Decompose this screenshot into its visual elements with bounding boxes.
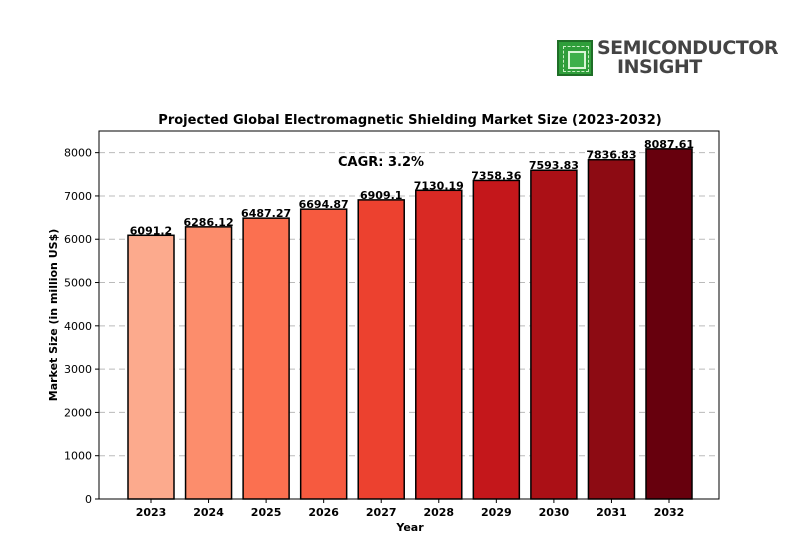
value-label-2023: 6091.2 xyxy=(130,224,172,237)
x-tick-label-2027: 2027 xyxy=(366,506,397,519)
value-label-2032: 8087.61 xyxy=(644,138,694,151)
bar-2025 xyxy=(242,217,290,500)
y-tick-label-6000: 6000 xyxy=(64,233,92,246)
x-tick-label-2030: 2030 xyxy=(539,506,570,519)
bar-2029 xyxy=(472,179,521,500)
y-tick-label-5000: 5000 xyxy=(64,277,92,290)
plot-area-frame xyxy=(98,130,720,500)
x-tick-label-2024: 2024 xyxy=(193,506,224,519)
x-tick-label-2029: 2029 xyxy=(481,506,512,519)
value-label-2030: 7593.83 xyxy=(529,159,579,172)
y-tick-label-1000: 1000 xyxy=(64,450,92,463)
bar-2027 xyxy=(357,199,405,500)
bar-2026 xyxy=(299,208,348,500)
bar-2032 xyxy=(645,148,693,500)
x-axis: 2023 2024 2025 2026 2027 2028 2029 2030 2031 2032 xyxy=(136,499,685,519)
y-tick-label-2000: 2000 xyxy=(64,406,92,419)
y-tick-label-7000: 7000 xyxy=(64,190,92,203)
y-tick-label-3000: 3000 xyxy=(64,363,92,376)
value-label-2025: 6487.27 xyxy=(241,207,291,220)
value-label-2028: 7130.19 xyxy=(414,179,464,192)
bar-2028 xyxy=(415,189,463,500)
x-tick-label-2031: 2031 xyxy=(596,506,627,519)
chip-icon xyxy=(557,40,593,76)
value-label-2024: 6286.12 xyxy=(184,216,234,229)
logo-text-line2: INSIGHT xyxy=(617,56,702,78)
bars xyxy=(127,148,693,500)
y-axis: 0 1000 2000 3000 4000 5000 6000 7000 8000 xyxy=(64,147,99,506)
y-tick-label-4000: 4000 xyxy=(64,320,92,333)
x-axis-label: Year xyxy=(395,521,424,534)
x-tick-label-2026: 2026 xyxy=(308,506,339,519)
x-tick-label-2032: 2032 xyxy=(654,506,685,519)
value-label-2029: 7358.36 xyxy=(471,169,521,182)
value-label-2026: 6694.87 xyxy=(299,198,349,211)
bar-2023 xyxy=(127,234,175,500)
y-tick-label-0: 0 xyxy=(85,493,92,506)
bar-2030 xyxy=(530,169,578,500)
x-tick-label-2023: 2023 xyxy=(136,506,167,519)
x-tick-label-2025: 2025 xyxy=(251,506,282,519)
x-tick-label-2028: 2028 xyxy=(423,506,454,519)
logo-text-line1: SEMICONDUCTOR xyxy=(597,37,779,59)
chart-title: Projected Global Electromagnetic Shieldi… xyxy=(158,113,661,128)
cagr-annotation: CAGR: 3.2% xyxy=(338,155,424,170)
y-tick-label-8000: 8000 xyxy=(64,147,92,160)
semiconductor-insight-logo: SEMICONDUCTOR INSIGHT xyxy=(557,38,779,80)
value-label-2027: 6909.1 xyxy=(360,189,402,202)
value-labels: 6091.2 6286.12 6487.27 6694.87 6909.1 7130.19… xyxy=(130,138,694,237)
bar-2031 xyxy=(587,158,636,500)
value-label-2031: 7836.83 xyxy=(586,149,636,162)
bar-2024 xyxy=(184,226,233,500)
y-axis-label: Market Size (in million US$) xyxy=(47,229,60,402)
